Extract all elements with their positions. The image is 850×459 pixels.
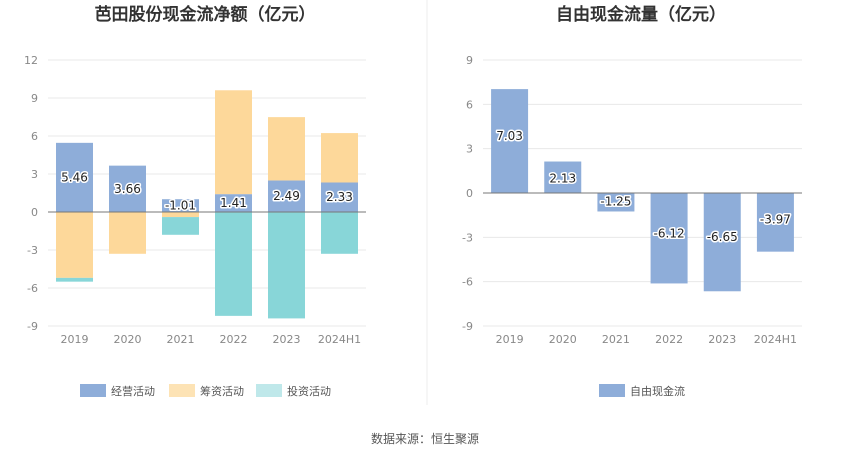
bar-free-cash-flow-2020[interactable]	[544, 161, 582, 193]
right-gridlines	[483, 59, 802, 327]
bar-free-cash-flow-2024H1[interactable]	[756, 193, 794, 252]
left-legend: 经营活动 筹资活动 投资活动	[80, 384, 331, 398]
bar-operating-2022[interactable]	[215, 194, 252, 212]
bar-financing-2023[interactable]	[268, 117, 305, 181]
legend-swatch-free-cash-flow[interactable]	[599, 384, 625, 397]
left-data-label-2024H1: 2.33	[326, 190, 353, 204]
left-x-tick-2023: 2023	[273, 333, 301, 346]
bar-operating-2024H1[interactable]	[321, 182, 358, 212]
left-chart: 芭田股份现金流净额（亿元） 12 9 6 3 0 -3 -6 -9 5.46 3.66 -1.01…	[24, 4, 366, 398]
right-y-tick-label: 3	[466, 143, 473, 156]
right-y-tick-label: -9	[462, 320, 473, 333]
legend-label-operating[interactable]: 经营活动	[111, 384, 155, 398]
right-data-label-2021: -1.25	[600, 194, 631, 208]
right-data-label-2020: 2.13	[549, 171, 576, 185]
left-x-tick-2019: 2019	[61, 333, 89, 346]
legend-swatch-financing[interactable]	[169, 384, 195, 397]
right-legend: 自由现金流	[599, 384, 685, 398]
right-y-tick-label: 6	[466, 98, 473, 111]
right-data-label-2022: -6.12	[654, 227, 685, 241]
right-x-tick-2023: 2023	[708, 333, 736, 346]
left-y-tick-label: 6	[31, 130, 38, 143]
left-y-tick-label: -6	[27, 282, 38, 295]
left-y-tick-label: 3	[31, 168, 38, 181]
bar-free-cash-flow-2023[interactable]	[703, 193, 741, 292]
bar-investing-2024H1[interactable]	[321, 212, 358, 254]
right-y-tick-label: -3	[462, 231, 473, 244]
bar-operating-2021[interactable]	[162, 199, 199, 212]
right-data-label-2019: 7.03	[496, 129, 523, 143]
left-x-tick-2024H1: 2024H1	[318, 333, 361, 346]
right-data-label-2024H1: -3.97	[760, 212, 791, 226]
right-bars	[483, 89, 802, 292]
left-x-ticks: 2019 2020 2021 2022 2023 2024H1	[61, 333, 362, 346]
right-x-tick-2020: 2020	[549, 333, 577, 346]
left-chart-title: 芭田股份现金流净额（亿元）	[95, 4, 316, 25]
left-data-label-2019: 5.46	[61, 170, 88, 184]
bar-financing-2022[interactable]	[215, 90, 252, 195]
right-data-labels: 7.03 2.13 -1.25 -6.12 -6.65 -3.97	[495, 128, 793, 246]
right-data-label-2023: -6.65	[707, 230, 738, 244]
left-y-tick-label: 0	[31, 206, 38, 219]
bar-financing-2019[interactable]	[56, 212, 93, 278]
legend-label-investing[interactable]: 投资活动	[287, 384, 331, 398]
right-chart-title: 自由现金流量（亿元）	[556, 4, 726, 25]
legend-swatch-operating[interactable]	[80, 384, 106, 397]
right-y-ticks: 9 6 3 0 -3 -6 -9	[462, 54, 473, 333]
left-bars	[48, 90, 366, 319]
left-x-tick-2022: 2022	[220, 333, 248, 346]
left-gridlines	[48, 59, 366, 327]
left-y-ticks: 12 9 6 3 0 -3 -6 -9	[24, 54, 38, 333]
bar-operating-2019[interactable]	[56, 142, 93, 212]
left-y-tick-label: -9	[27, 320, 38, 333]
bar-free-cash-flow-2022[interactable]	[650, 193, 688, 284]
left-x-tick-2021: 2021	[167, 333, 195, 346]
bar-investing-2019[interactable]	[56, 277, 93, 282]
left-data-label-2021: -1.01	[165, 199, 196, 213]
bar-free-cash-flow-2019[interactable]	[491, 89, 529, 193]
left-data-label-2020: 3.66	[114, 182, 141, 196]
source-note: 数据来源：恒生聚源	[371, 431, 479, 446]
right-x-tick-2024H1: 2024H1	[754, 333, 797, 346]
right-x-tick-2021: 2021	[602, 333, 630, 346]
left-data-label-2023: 2.49	[273, 189, 300, 203]
legend-label-financing[interactable]: 筹资活动	[200, 384, 244, 398]
legend-label-free-cash-flow[interactable]: 自由现金流	[630, 384, 685, 398]
left-data-label-2022: 1.41	[220, 196, 247, 210]
bar-investing-2023[interactable]	[268, 212, 305, 319]
left-x-tick-2020: 2020	[114, 333, 142, 346]
bar-operating-2023[interactable]	[268, 180, 305, 212]
right-y-tick-label: 0	[466, 187, 473, 200]
left-data-labels: 5.46 3.66 -1.01 1.41 2.49 2.33	[60, 169, 355, 214]
right-x-tick-2019: 2019	[496, 333, 524, 346]
bar-operating-2020[interactable]	[109, 165, 146, 212]
bar-free-cash-flow-2021[interactable]	[597, 193, 635, 212]
left-y-tick-label: 12	[24, 54, 38, 67]
bar-investing-2022[interactable]	[215, 212, 252, 316]
bar-investing-2021[interactable]	[162, 217, 199, 235]
right-chart: 自由现金流量（亿元） 9 6 3 0 -3 -6 -9 7.03 2.13 -1.25 -6.12…	[462, 4, 802, 398]
bar-financing-2021[interactable]	[162, 212, 199, 218]
right-y-tick-label: -6	[462, 276, 473, 289]
right-x-ticks: 2019 2020 2021 2022 2023 2024H1	[496, 333, 797, 346]
left-y-tick-label: 9	[31, 92, 38, 105]
right-y-tick-label: 9	[466, 54, 473, 67]
legend-swatch-investing[interactable]	[256, 384, 282, 397]
left-y-tick-label: -3	[27, 244, 38, 257]
bar-financing-2024H1[interactable]	[321, 133, 358, 183]
right-x-tick-2022: 2022	[655, 333, 683, 346]
bar-financing-2020[interactable]	[109, 212, 146, 254]
